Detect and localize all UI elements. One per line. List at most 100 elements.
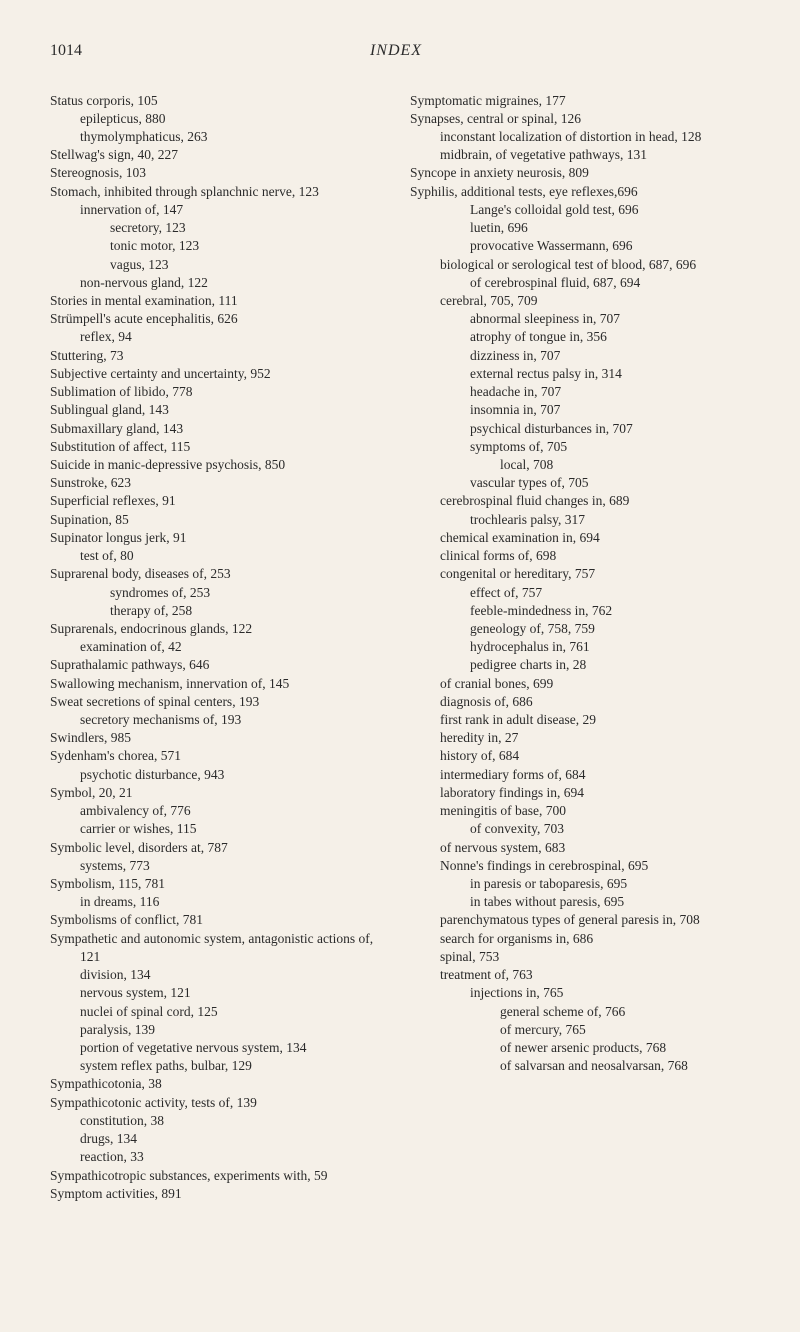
index-entry: of cranial bones, 699 <box>410 675 750 693</box>
index-entry: atrophy of tongue in, 356 <box>410 328 750 346</box>
index-entry: constitution, 38 <box>50 1112 390 1130</box>
page-number: 1014 <box>50 40 82 62</box>
header-spacer <box>710 40 750 62</box>
index-entry: inconstant localization of distortion in… <box>410 128 750 146</box>
index-entry: Sweat secretions of spinal centers, 193 <box>50 693 390 711</box>
index-entry: secretory mechanisms of, 193 <box>50 711 390 729</box>
index-entry: Symptom activities, 891 <box>50 1185 390 1203</box>
index-entry: clinical forms of, 698 <box>410 547 750 565</box>
index-entry: Symbol, 20, 21 <box>50 784 390 802</box>
index-entry: thymolymphaticus, 263 <box>50 128 390 146</box>
index-entry: Suicide in manic-depressive psychosis, 8… <box>50 456 390 474</box>
index-entry: vagus, 123 <box>50 256 390 274</box>
index-columns: Status corporis, 105epilepticus, 880thym… <box>50 92 750 1203</box>
index-entry: Stereognosis, 103 <box>50 164 390 182</box>
index-entry: geneology of, 758, 759 <box>410 620 750 638</box>
index-entry: first rank in adult disease, 29 <box>410 711 750 729</box>
index-entry: tonic motor, 123 <box>50 237 390 255</box>
index-entry: congenital or hereditary, 757 <box>410 565 750 583</box>
index-entry: abnormal sleepiness in, 707 <box>410 310 750 328</box>
index-entry: innervation of, 147 <box>50 201 390 219</box>
index-entry: midbrain, of vegetative pathways, 131 <box>410 146 750 164</box>
index-entry: heredity in, 27 <box>410 729 750 747</box>
index-entry: reaction, 33 <box>50 1148 390 1166</box>
index-entry: Swallowing mechanism, innervation of, 14… <box>50 675 390 693</box>
index-entry: parenchymatous types of general paresis … <box>410 911 750 929</box>
index-entry: Synapses, central or spinal, 126 <box>410 110 750 128</box>
index-entry: examination of, 42 <box>50 638 390 656</box>
index-entry: Suprarenal body, diseases of, 253 <box>50 565 390 583</box>
index-entry: chemical examination in, 694 <box>410 529 750 547</box>
index-entry: treatment of, 763 <box>410 966 750 984</box>
index-entry: Symbolisms of conflict, 781 <box>50 911 390 929</box>
index-entry: systems, 773 <box>50 857 390 875</box>
index-entry: drugs, 134 <box>50 1130 390 1148</box>
index-entry: meningitis of base, 700 <box>410 802 750 820</box>
index-entry: psychical disturbances in, 707 <box>410 420 750 438</box>
index-entry: Lange's colloidal gold test, 696 <box>410 201 750 219</box>
index-entry: Sydenham's chorea, 571 <box>50 747 390 765</box>
index-entry: Syphilis, additional tests, eye reflexes… <box>410 183 750 201</box>
index-entry: general scheme of, 766 <box>410 1003 750 1021</box>
index-entry: injections in, 765 <box>410 984 750 1002</box>
index-entry: Symbolic level, disorders at, 787 <box>50 839 390 857</box>
index-entry: biological or serological test of blood,… <box>410 256 750 274</box>
index-entry: luetin, 696 <box>410 219 750 237</box>
index-entry: of salvarsan and neosalvarsan, 768 <box>410 1057 750 1075</box>
index-entry: non-nervous gland, 122 <box>50 274 390 292</box>
index-entry: Sympathicotonia, 38 <box>50 1075 390 1093</box>
index-entry: division, 134 <box>50 966 390 984</box>
index-entry: carrier or wishes, 115 <box>50 820 390 838</box>
index-entry: history of, 684 <box>410 747 750 765</box>
index-entry: Suprarenals, endocrinous glands, 122 <box>50 620 390 638</box>
index-entry: dizziness in, 707 <box>410 347 750 365</box>
index-entry: syndromes of, 253 <box>50 584 390 602</box>
index-entry: Nonne's findings in cerebrospinal, 695 <box>410 857 750 875</box>
index-entry: symptoms of, 705 <box>410 438 750 456</box>
index-entry: Subjective certainty and uncertainty, 95… <box>50 365 390 383</box>
index-entry: pedigree charts in, 28 <box>410 656 750 674</box>
index-entry: Swindlers, 985 <box>50 729 390 747</box>
index-entry: secretory, 123 <box>50 219 390 237</box>
index-entry: in paresis or taboparesis, 695 <box>410 875 750 893</box>
index-entry: of mercury, 765 <box>410 1021 750 1039</box>
index-entry: headache in, 707 <box>410 383 750 401</box>
index-entry: Sunstroke, 623 <box>50 474 390 492</box>
index-entry: insomnia in, 707 <box>410 401 750 419</box>
index-entry: Stomach, inhibited through splanchnic ne… <box>50 183 390 201</box>
index-entry: vascular types of, 705 <box>410 474 750 492</box>
index-entry: Submaxillary gland, 143 <box>50 420 390 438</box>
index-entry: Status corporis, 105 <box>50 92 390 110</box>
index-entry: cerebral, 705, 709 <box>410 292 750 310</box>
index-entry: of convexity, 703 <box>410 820 750 838</box>
index-entry: portion of vegetative nervous system, 13… <box>50 1039 390 1057</box>
index-entry: Supination, 85 <box>50 511 390 529</box>
index-entry: Stellwag's sign, 40, 227 <box>50 146 390 164</box>
index-entry: Superficial reflexes, 91 <box>50 492 390 510</box>
index-entry: Supinator longus jerk, 91 <box>50 529 390 547</box>
right-column: Symptomatic migraines, 177Synapses, cent… <box>410 92 750 1203</box>
index-entry: Sympathicotropic substances, experiments… <box>50 1167 390 1185</box>
index-entry: provocative Wassermann, 696 <box>410 237 750 255</box>
index-entry: nervous system, 121 <box>50 984 390 1002</box>
index-entry: Sympathetic and autonomic system, antago… <box>50 930 390 966</box>
index-entry: Substitution of affect, 115 <box>50 438 390 456</box>
index-entry: Stuttering, 73 <box>50 347 390 365</box>
index-entry: external rectus palsy in, 314 <box>410 365 750 383</box>
index-entry: intermediary forms of, 684 <box>410 766 750 784</box>
index-entry: Suprathalamic pathways, 646 <box>50 656 390 674</box>
index-entry: of newer arsenic products, 768 <box>410 1039 750 1057</box>
index-entry: test of, 80 <box>50 547 390 565</box>
index-entry: in dreams, 116 <box>50 893 390 911</box>
left-column: Status corporis, 105epilepticus, 880thym… <box>50 92 390 1203</box>
index-entry: psychotic disturbance, 943 <box>50 766 390 784</box>
index-entry: Symbolism, 115, 781 <box>50 875 390 893</box>
index-entry: of nervous system, 683 <box>410 839 750 857</box>
page-title: INDEX <box>370 40 422 62</box>
index-entry: Strümpell's acute encephalitis, 626 <box>50 310 390 328</box>
index-entry: search for organisms in, 686 <box>410 930 750 948</box>
index-entry: spinal, 753 <box>410 948 750 966</box>
index-entry: ambivalency of, 776 <box>50 802 390 820</box>
index-entry: Stories in mental examination, 111 <box>50 292 390 310</box>
index-entry: paralysis, 139 <box>50 1021 390 1039</box>
